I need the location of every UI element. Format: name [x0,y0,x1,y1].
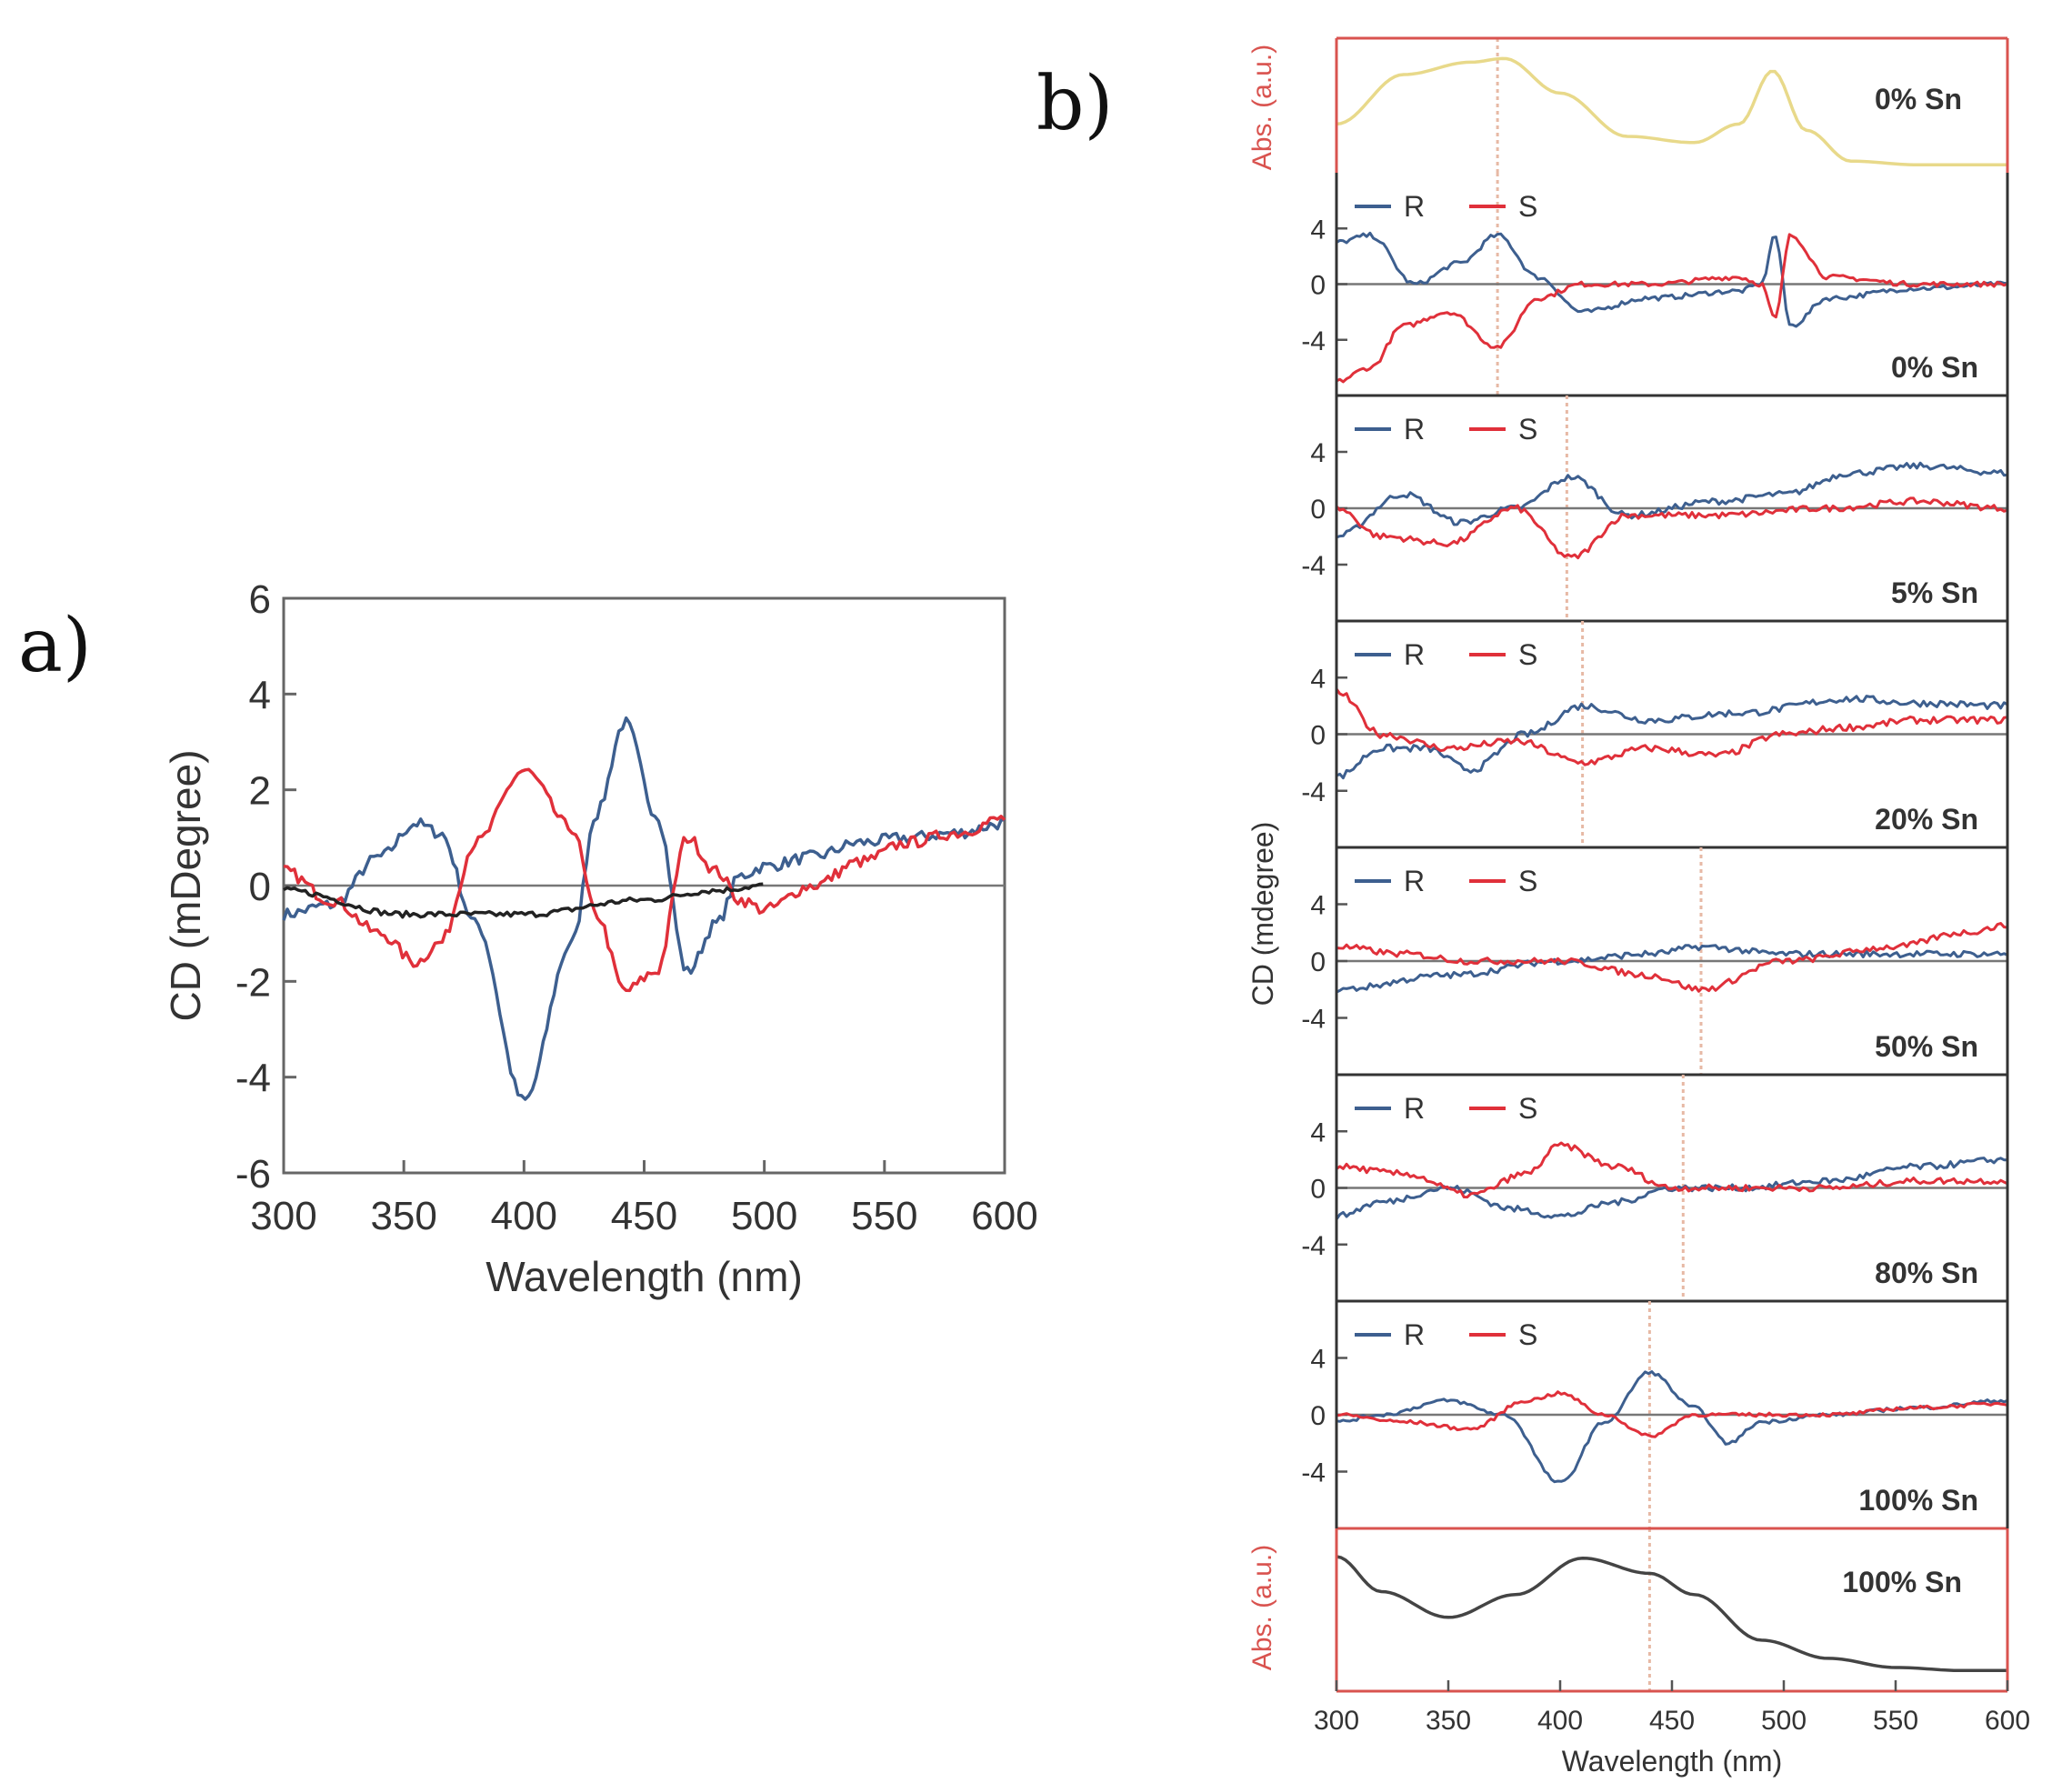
x-tick-label-a: 600 [971,1194,1037,1238]
subplot-2: 4 0 -4 R S 0% Sn [1301,173,2008,397]
series-r-line [1336,231,2008,328]
x-tick-label-a: 400 [491,1194,557,1238]
series-r-line [1336,461,2008,539]
sn-label: 0% Sn [1875,83,1962,115]
y-tick-label: 0 [1310,271,1326,301]
panel-a-letter: a) [18,603,92,689]
x-tick-label-a: 550 [851,1194,917,1238]
y-tick-label: -4 [1301,551,1326,581]
y-axis-label-a: CD (mDegree) [162,749,209,1021]
x-tick-label-a: 350 [370,1194,436,1238]
abs-curve [1336,1555,2007,1673]
legend-label-s: S [1518,1318,1537,1351]
y-tick-label: 0 [1310,721,1326,751]
sn-label: 50% Sn [1875,1030,1978,1063]
subplot-1: 0% Sn [1336,36,2007,173]
sn-label: 100% Sn [1858,1484,1978,1517]
legend-label-s: S [1518,413,1537,446]
y-tick-label: 4 [1310,215,1326,245]
legend-label-s: S [1518,190,1537,223]
y-tick-label: 0 [1310,495,1326,525]
x-tick-label-b: 350 [1426,1706,1471,1736]
sn-label: 0% Sn [1891,351,1978,384]
y-tick-label: 4 [1310,664,1326,694]
sn-label: 80% Sn [1875,1257,1978,1289]
series-s-line [1336,922,2008,993]
series-s-line [1335,496,2008,560]
legend-label-r: R [1404,1092,1425,1125]
x-axis-label-b: Wavelength (nm) [1562,1745,1782,1778]
y-tick-label-a: -4 [235,1057,271,1101]
legend-label-r: R [1404,865,1425,897]
sn-label: 5% Sn [1891,576,1978,609]
abs-axis-label-top: Abs. (a.u.) [1247,45,1277,170]
y-tick-label: -4 [1301,777,1326,807]
chart-a: 300 350 400 450 500 550 600 6 4 2 0 -2 -4 -6 Wavelengt… [162,577,1038,1300]
abs-axis-label-bottom: Abs. (a.u.) [1247,1545,1277,1670]
x-tick-label-b: 300 [1314,1706,1359,1736]
y-tick-label-a: -2 [235,960,271,1005]
legend-label-r: R [1404,190,1425,223]
y-tick-label: 0 [1310,1401,1326,1431]
series-s-line [1336,233,2008,384]
y-tick-label: -4 [1301,1458,1326,1488]
y-tick-label: -4 [1301,1005,1326,1035]
series-s-line-a [283,767,1006,993]
series-r-line [1336,695,2008,780]
sn-label: 100% Sn [1842,1566,1962,1598]
subplot-6: 4 0 -4 R S 80% Sn [1301,1075,2008,1303]
legend-label-s: S [1518,638,1537,671]
series-s-line [1335,687,2008,766]
x-tick-label-b: 450 [1649,1706,1695,1736]
panel-b-letter: b) [1036,61,1113,147]
x-tick-label-a: 500 [731,1194,797,1238]
legend-label-r: R [1404,1318,1425,1351]
series-r-line-a [282,716,1006,1101]
x-tick-label-a: 450 [611,1194,677,1238]
y-tick-label: 4 [1310,438,1326,468]
x-tick-label-b: 550 [1873,1706,1918,1736]
y-tick-label: 4 [1310,1345,1326,1375]
series-racemic-line-a [283,882,764,919]
x-tick-label-a: 300 [250,1194,316,1238]
series-r-line [1336,944,2008,994]
y-tick-label: 4 [1310,1117,1326,1147]
abs-curve [1336,56,2007,167]
subplot-3: 4 0 -4 R S 5% Sn [1301,396,2008,623]
legend-label-r: R [1404,413,1425,446]
x-tick-label-b: 600 [1985,1706,2030,1736]
series-s-line [1336,1141,2008,1199]
x-tick-label-b: 500 [1761,1706,1807,1736]
sn-label: 20% Sn [1875,803,1978,836]
x-tick-label-b: 400 [1537,1706,1583,1736]
y-tick-label-a: 4 [249,673,271,717]
y-tick-label-a: 2 [249,769,271,814]
y-tick-label: 0 [1310,947,1326,977]
y-tick-label: 4 [1310,891,1326,921]
subplot-4: 4 0 -4 R S 20% Sn [1301,621,2008,849]
y-tick-label-a: 6 [249,577,271,622]
legend-label-r: R [1404,638,1425,671]
y-tick-label: -4 [1301,1231,1326,1261]
x-axis-label-a: Wavelength (nm) [485,1253,803,1300]
y-tick-label-a: 0 [249,865,271,909]
legend-label-s: S [1518,1092,1537,1125]
y-tick-label: -4 [1301,326,1326,356]
y-tick-label: 0 [1310,1175,1326,1205]
legend-label-s: S [1518,865,1537,897]
subplot-5: 4 0 -4 R S 50% Sn [1301,847,2008,1077]
y-tick-label-a: -6 [235,1152,271,1197]
y-axis-label-b: CD (mdegree) [1246,822,1279,1007]
series-s-line [1336,1390,2008,1438]
